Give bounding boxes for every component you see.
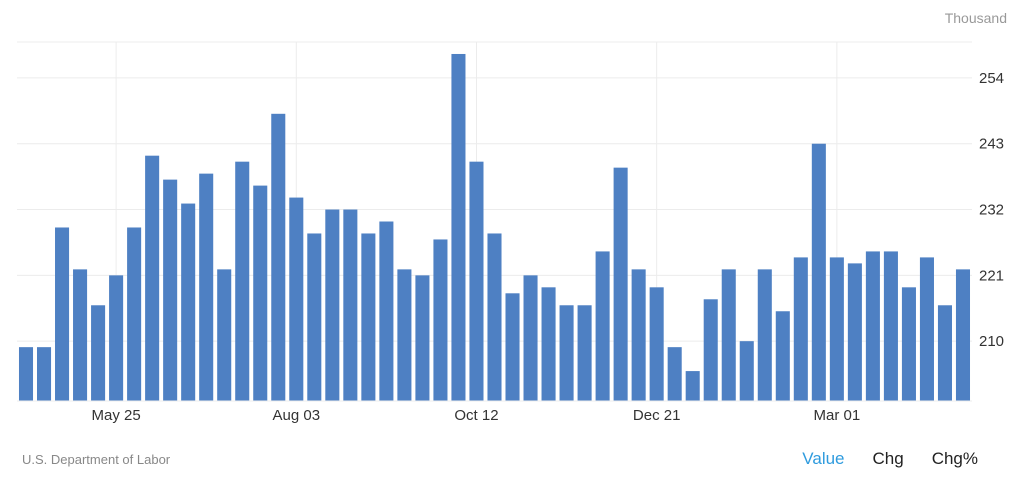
- bars: [18, 53, 971, 402]
- bar[interactable]: [541, 287, 556, 401]
- bar[interactable]: [415, 275, 430, 401]
- value-toggle[interactable]: Value: [802, 449, 845, 468]
- bar[interactable]: [55, 227, 70, 401]
- bar[interactable]: [955, 269, 971, 401]
- bar[interactable]: [937, 305, 952, 401]
- bar[interactable]: [145, 155, 160, 401]
- bar[interactable]: [433, 239, 448, 401]
- y-tick-label: 254: [979, 70, 1004, 87]
- bar[interactable]: [379, 221, 394, 402]
- bar[interactable]: [631, 269, 646, 401]
- bar-chart: 210 221 232 243 254 May 25 Aug 03 Oct 12 Dec 21…: [17, 10, 1007, 424]
- bar[interactable]: [181, 203, 196, 401]
- bar[interactable]: [919, 257, 934, 401]
- bar[interactable]: [469, 161, 484, 401]
- bar[interactable]: [613, 167, 628, 401]
- bar[interactable]: [721, 269, 736, 401]
- bar[interactable]: [73, 269, 88, 401]
- bar[interactable]: [775, 311, 790, 401]
- bar[interactable]: [559, 305, 574, 401]
- bar[interactable]: [18, 347, 34, 401]
- bar[interactable]: [667, 347, 682, 401]
- bar[interactable]: [289, 197, 304, 401]
- bar[interactable]: [811, 143, 826, 401]
- bar[interactable]: [235, 161, 250, 401]
- bar[interactable]: [37, 347, 52, 401]
- x-tick-label: Aug 03: [273, 407, 321, 424]
- bar[interactable]: [127, 227, 142, 401]
- unit-label: Thousand: [945, 10, 1007, 26]
- bar[interactable]: [325, 209, 340, 401]
- bar[interactable]: [739, 341, 754, 401]
- bar[interactable]: [577, 305, 592, 401]
- y-axis-ticks: 210 221 232 243 254: [979, 70, 1004, 350]
- y-tick-label: 243: [979, 136, 1004, 153]
- bar[interactable]: [397, 269, 412, 401]
- chg-percent-toggle[interactable]: Chg%: [931, 449, 978, 468]
- bar[interactable]: [757, 269, 772, 401]
- x-axis-ticks: May 25 Aug 03 Oct 12 Dec 21 Mar 01: [92, 407, 861, 424]
- bar[interactable]: [271, 113, 286, 402]
- bar[interactable]: [847, 263, 862, 401]
- source-label: U.S. Department of Labor: [22, 452, 171, 467]
- bar[interactable]: [487, 233, 502, 401]
- y-tick-label: 232: [979, 202, 1004, 219]
- bar[interactable]: [505, 293, 520, 401]
- chg-toggle[interactable]: Chg: [872, 449, 904, 468]
- x-tick-label: Dec 21: [633, 407, 681, 424]
- x-tick-label: May 25: [92, 407, 141, 424]
- bar[interactable]: [595, 251, 610, 401]
- bar[interactable]: [163, 179, 178, 401]
- bar[interactable]: [793, 257, 808, 401]
- bar[interactable]: [685, 371, 700, 401]
- bar[interactable]: [703, 299, 718, 401]
- y-tick-label: 210: [979, 333, 1004, 350]
- bar[interactable]: [199, 173, 214, 401]
- display-toggle-group: Value Chg Chg%: [802, 449, 978, 469]
- bar[interactable]: [307, 233, 322, 401]
- bar[interactable]: [91, 305, 106, 401]
- bar[interactable]: [649, 287, 664, 401]
- bar[interactable]: [901, 287, 916, 401]
- bar[interactable]: [883, 251, 898, 401]
- bar[interactable]: [523, 275, 538, 401]
- bar[interactable]: [865, 251, 880, 401]
- bar[interactable]: [109, 275, 124, 401]
- x-tick-label: Mar 01: [814, 407, 861, 424]
- bar[interactable]: [829, 257, 844, 401]
- bar[interactable]: [451, 53, 466, 401]
- y-tick-label: 221: [979, 267, 1004, 284]
- x-tick-label: Oct 12: [454, 407, 498, 424]
- bar[interactable]: [361, 233, 376, 401]
- bar[interactable]: [253, 185, 268, 401]
- bar[interactable]: [343, 209, 358, 401]
- bar[interactable]: [217, 269, 232, 401]
